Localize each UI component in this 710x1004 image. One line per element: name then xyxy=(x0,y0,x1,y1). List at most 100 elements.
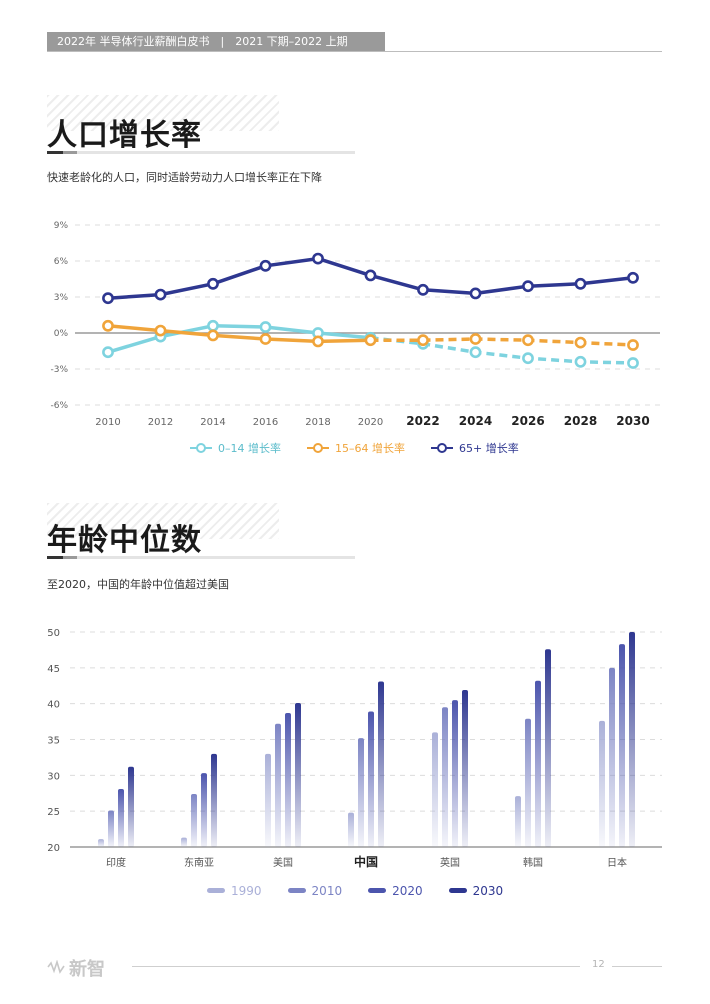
bar xyxy=(358,738,364,847)
data-point xyxy=(469,346,482,359)
legend-label: 65+ 增长率 xyxy=(459,442,519,455)
section-subtitle-median-age: 至2020，中国的年龄中位值超过美国 xyxy=(47,578,229,591)
data-point xyxy=(312,252,324,265)
legend-item: 0–14 增长率 xyxy=(190,440,281,456)
series-line xyxy=(107,256,372,300)
bar xyxy=(128,766,134,847)
bar xyxy=(452,700,458,847)
bar xyxy=(545,649,551,847)
data-point xyxy=(364,269,377,282)
data-point xyxy=(259,321,272,333)
data-point xyxy=(574,336,587,349)
bar xyxy=(201,773,207,847)
data-point xyxy=(417,283,429,296)
bar xyxy=(442,707,448,847)
y-tick-label: 30 xyxy=(47,771,60,782)
x-category-label: 东南亚 xyxy=(184,856,214,869)
data-point xyxy=(259,333,272,345)
y-tick-label: 3% xyxy=(54,293,69,303)
wave-logo-icon xyxy=(47,958,65,979)
title-underline xyxy=(47,151,355,154)
bar xyxy=(599,720,605,847)
page-number: 12 xyxy=(592,959,605,970)
footer-divider-right xyxy=(612,966,662,967)
bar xyxy=(515,796,521,847)
y-tick-label: 20 xyxy=(47,843,60,854)
title-hatch-decoration xyxy=(47,503,279,539)
y-tick-label: 25 xyxy=(47,807,60,818)
series-line xyxy=(107,324,371,344)
x-tick-label: 2030 xyxy=(616,414,649,428)
data-point xyxy=(574,355,587,368)
y-tick-label: -6% xyxy=(50,401,68,411)
y-tick-label: 9% xyxy=(54,221,69,231)
legend-item: 1990 xyxy=(207,884,262,898)
data-point xyxy=(207,319,219,332)
bar xyxy=(181,837,187,847)
bar xyxy=(118,788,124,847)
x-category-label: 印度 xyxy=(106,856,126,869)
footer-divider-left xyxy=(132,966,580,967)
bar xyxy=(275,723,281,847)
legend-marker-icon xyxy=(307,443,329,453)
bar xyxy=(108,810,114,847)
bar xyxy=(348,812,354,847)
series-line xyxy=(107,324,371,354)
x-category-label: 日本 xyxy=(607,856,627,869)
data-point xyxy=(522,280,534,293)
x-category-label: 中国 xyxy=(354,854,378,869)
data-point xyxy=(259,259,272,272)
bar xyxy=(368,711,374,847)
data-point xyxy=(627,339,639,351)
x-tick-label: 2018 xyxy=(305,417,330,428)
x-tick-label: 2028 xyxy=(564,414,597,428)
x-tick-label: 2010 xyxy=(95,417,120,428)
legend-item: 2010 xyxy=(287,884,342,898)
footer-logo: 新智 xyxy=(47,955,105,981)
data-point xyxy=(522,334,534,347)
x-category-label: 美国 xyxy=(273,856,293,869)
y-tick-label: 0% xyxy=(54,329,69,339)
data-point xyxy=(312,335,324,348)
bar xyxy=(285,712,291,847)
legend-swatch-icon xyxy=(287,888,306,893)
data-point xyxy=(627,357,639,369)
x-tick-label: 2020 xyxy=(358,417,383,428)
data-point xyxy=(627,271,639,284)
section-subtitle-population-growth: 快速老龄化的人口，同时适龄劳动力人口增长率正在下降 xyxy=(47,171,322,184)
bar xyxy=(609,667,615,847)
bar xyxy=(619,644,625,847)
legend-item: 65+ 增长率 xyxy=(431,440,519,456)
data-point xyxy=(154,288,167,301)
data-point xyxy=(102,292,114,305)
data-point xyxy=(207,277,219,290)
x-tick-label: 2022 xyxy=(406,414,439,428)
section-title-median-age: 年龄中位数 xyxy=(47,523,202,558)
legend-label: 2020 xyxy=(392,884,423,898)
series-line-projection xyxy=(370,336,634,365)
legend-marker-icon xyxy=(190,443,212,453)
population-growth-line-chart: 9% 6% 3% 0% -3% -6% 2010 2012 2014 2016 2018 2020 20… xyxy=(50,221,660,428)
data-point xyxy=(469,287,482,300)
bar xyxy=(629,632,635,847)
bar xyxy=(191,793,197,847)
bar xyxy=(525,718,531,847)
legend-label: 1990 xyxy=(231,884,262,898)
bar xyxy=(265,753,271,847)
y-tick-label: 6% xyxy=(54,257,69,267)
bar xyxy=(98,839,104,847)
header-divider xyxy=(47,51,662,52)
x-tick-label: 2024 xyxy=(459,414,492,428)
legend-label: 15–64 增长率 xyxy=(335,442,405,455)
data-point xyxy=(417,334,429,347)
title-underline xyxy=(47,556,355,559)
data-point xyxy=(154,324,167,337)
data-point xyxy=(102,346,114,359)
bar-chart-legend: 1990 2010 2020 2030 xyxy=(207,884,503,898)
x-category-label: 韩国 xyxy=(523,856,543,869)
legend-item: 2030 xyxy=(448,884,503,898)
y-tick-label: 35 xyxy=(47,736,60,747)
median-age-bar-chart: 50 45 40 35 30 25 20 印度 东南亚 美国 中国 英国 韩国 日本 xyxy=(47,628,662,869)
report-header: 2022年 半导体行业薪酬白皮书 | 2021 下期–2022 上期 xyxy=(47,32,385,52)
x-tick-label: 2014 xyxy=(200,417,225,428)
